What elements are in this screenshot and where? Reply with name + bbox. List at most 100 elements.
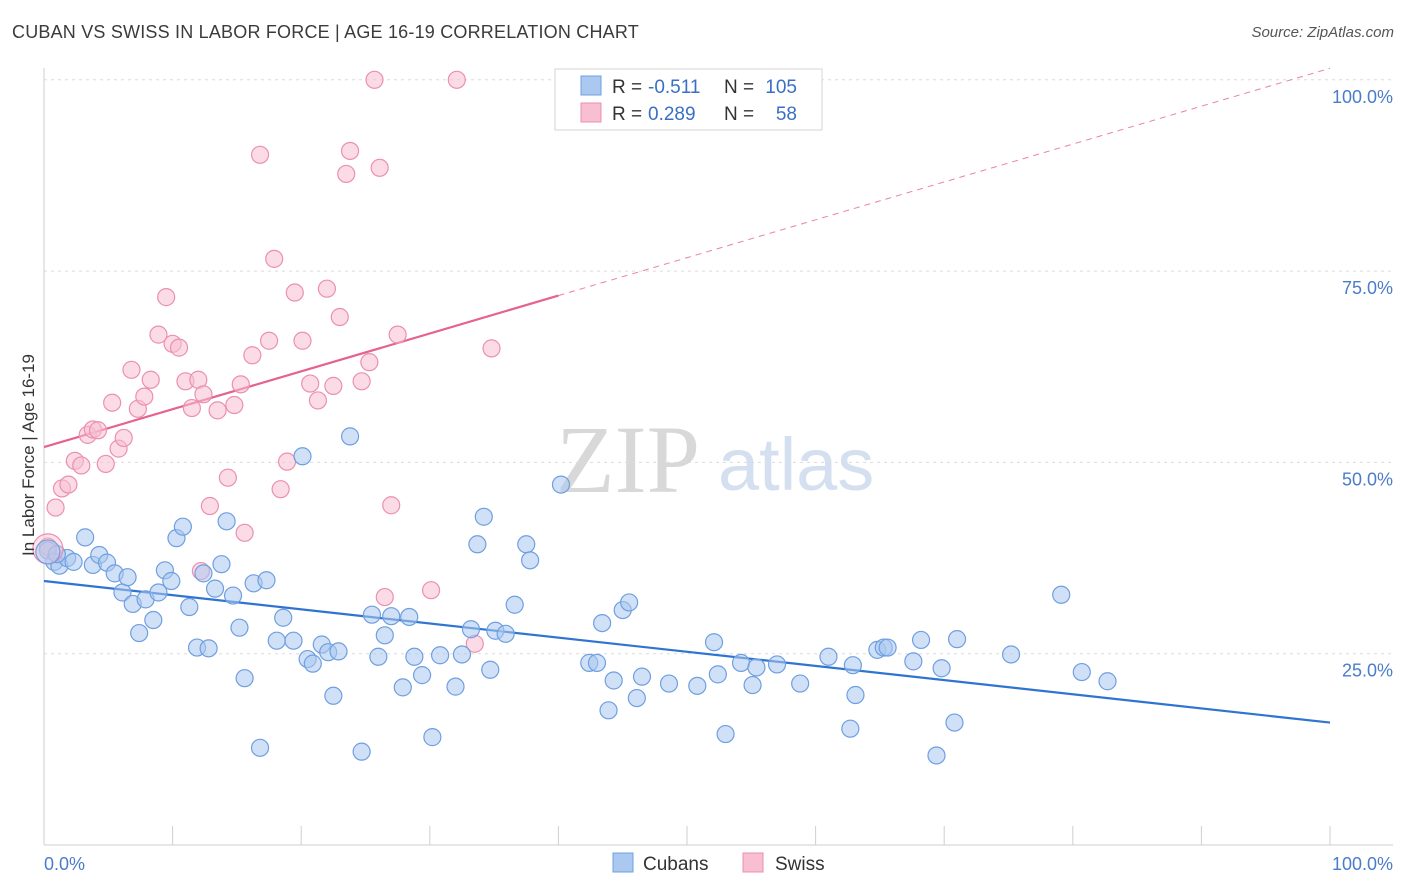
point-cubans-50 [393, 678, 412, 697]
gridlines [44, 79, 1393, 655]
point-cubans-77 [659, 674, 679, 693]
legend-r-value-cubans: -0.511 [648, 77, 700, 98]
point-swiss-36 [285, 283, 304, 302]
watermark-atlas: atlas [718, 423, 874, 506]
point-cubans-56 [446, 677, 465, 696]
point-cubans-59 [468, 535, 487, 554]
point-swiss-40 [317, 279, 337, 298]
point-swiss-48 [370, 158, 389, 177]
legend-swatch-swiss [580, 102, 602, 123]
point-cubans-37 [293, 447, 312, 466]
x-tick-label-max: 100.0% [1332, 854, 1393, 874]
point-cubans-63 [496, 624, 515, 643]
point-cubans-103 [1098, 672, 1117, 691]
point-swiss-9 [96, 454, 115, 474]
point-cubans-32 [250, 738, 270, 757]
point-cubans-55 [430, 646, 450, 665]
y-axis-label: In Labor Force | Age 16-19 [19, 354, 38, 556]
point-cubans-97 [932, 659, 951, 678]
point-cubans-44 [340, 427, 360, 446]
point-cubans-98 [945, 713, 964, 732]
point-swiss-57 [271, 480, 290, 499]
point-cubans-30 [235, 669, 254, 688]
point-cubans-102 [1072, 662, 1091, 682]
point-swiss-37 [293, 331, 312, 350]
point-swiss-12 [114, 428, 133, 448]
point-cubans-18 [162, 571, 181, 591]
watermark-zip: ZIP [556, 406, 700, 513]
point-cubans-70 [593, 613, 612, 633]
point-cubans-20 [173, 517, 192, 536]
y-tick-label-1: 50.0% [1342, 469, 1393, 489]
point-swiss-18 [157, 288, 176, 307]
point-cubans-49 [382, 607, 401, 626]
point-cubans-16 [149, 583, 168, 602]
point-swiss-41 [324, 376, 343, 395]
point-cubans-34 [267, 631, 286, 650]
trend-lines [43, 67, 1331, 724]
point-cubans-51 [400, 607, 419, 627]
point-cubans-35 [274, 608, 293, 627]
point-cubans-101 [1052, 585, 1071, 604]
point-cubans-21 [180, 597, 199, 617]
point-cubans-5 [76, 528, 95, 547]
point-swiss-45 [352, 372, 371, 391]
y-tick-label-0: 25.0% [1342, 661, 1393, 681]
point-swiss-30 [235, 523, 254, 542]
bottom-legend-label-swiss: Swiss [775, 854, 825, 875]
point-swiss-29 [231, 375, 250, 394]
point-cubans-cluster [35, 539, 61, 565]
point-cubans-75 [627, 688, 646, 708]
point-cubans-82 [731, 653, 751, 672]
point-swiss-47 [365, 70, 384, 89]
point-cubans-93 [878, 638, 897, 657]
point-cubans-80 [708, 665, 727, 684]
point-cubans-33 [257, 571, 276, 590]
legend-n-value-swiss: 58 [776, 104, 797, 125]
point-swiss-42 [330, 307, 349, 327]
point-cubans-88 [841, 719, 860, 738]
point-cubans-11 [118, 568, 137, 587]
trend-line-swiss [43, 294, 559, 449]
point-cubans-84 [747, 658, 766, 677]
point-swiss-3 [59, 475, 78, 494]
legend-n-label-swiss: N = [724, 104, 754, 125]
point-swiss-16 [141, 370, 160, 389]
point-cubans-89 [843, 656, 862, 675]
legend-r-label-cubans: R = [612, 77, 642, 98]
point-swiss-17 [149, 325, 168, 344]
point-cubans-48 [375, 626, 394, 645]
point-cubans-87 [819, 647, 838, 666]
point-cubans-104 [47, 545, 66, 564]
point-cubans-78 [688, 676, 707, 695]
point-cubans-69 [587, 653, 607, 672]
trend-line-cubans [43, 579, 1331, 724]
point-cubans-28 [223, 586, 243, 605]
point-swiss-8 [88, 421, 108, 440]
point-cubans-79 [704, 633, 724, 652]
point-cubans-60 [474, 507, 493, 526]
point-cubans-53 [412, 666, 432, 685]
point-swiss-33 [259, 331, 279, 350]
point-swiss-22 [182, 398, 201, 418]
point-swiss-15 [135, 387, 154, 406]
x-tick-label-min: 0.0% [44, 854, 85, 874]
point-cubans-23 [194, 564, 213, 583]
trend-line-swiss-extension [558, 67, 1331, 297]
point-swiss-51 [388, 325, 407, 344]
point-swiss-46 [360, 353, 379, 372]
point-cubans-39 [303, 654, 322, 673]
point-cubans-94 [904, 652, 923, 671]
y-tick-label-2: 75.0% [1342, 278, 1393, 298]
point-cubans-90 [846, 685, 865, 705]
point-swiss-39 [308, 391, 328, 410]
data-points [32, 70, 1117, 765]
point-swiss-1 [46, 498, 65, 517]
point-swiss-34 [265, 249, 284, 268]
point-cubans-54 [423, 728, 442, 747]
series-legend: Cubans Swiss [612, 852, 825, 875]
point-cubans-26 [212, 555, 231, 574]
axes [43, 68, 1393, 846]
y-tick-labels: 25.0% 50.0% 75.0% 100.0% [1332, 87, 1393, 681]
